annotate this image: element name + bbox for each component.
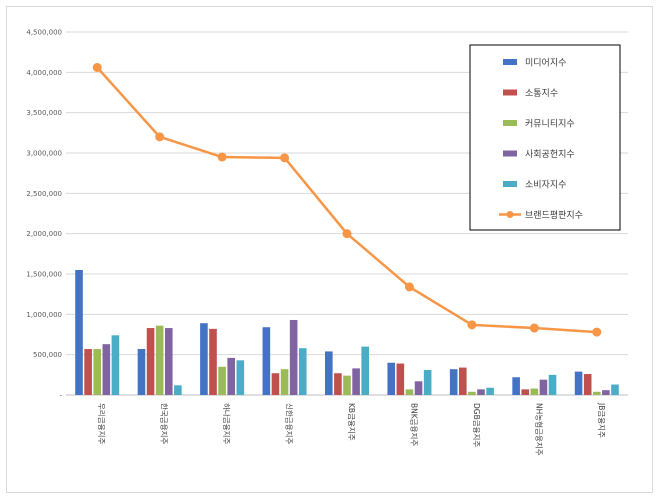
line-point [92, 62, 102, 72]
bars-layer [75, 269, 619, 395]
bar-2 [209, 328, 217, 395]
legend-swatch [503, 150, 517, 157]
bar-4 [602, 390, 610, 395]
bar-4 [539, 379, 548, 395]
x-category-label: BNK금융지주 [409, 403, 418, 446]
bar-4 [164, 328, 173, 395]
y-tick-label: - [59, 392, 62, 400]
y-axis: - 500,000 1,000,000 1,500,000 2,000,000 2,500… [26, 29, 62, 400]
bar-4 [227, 357, 236, 395]
x-category-label: DGB금융지주 [472, 403, 481, 447]
line-point [467, 320, 477, 330]
bar-2 [521, 389, 530, 395]
bar-4 [414, 381, 423, 395]
x-axis: 우리금융지주 한국금융지주 하나금융지주 신한금융지주 KB금융지주 BNK금융지주 DGB… [97, 402, 606, 456]
legend-swatch [503, 120, 517, 126]
x-category-label: JB금융지주 [597, 402, 606, 438]
line-point [404, 282, 414, 292]
line-point [155, 132, 165, 142]
bar-1 [449, 369, 458, 395]
bar-3 [592, 391, 601, 395]
bar-3 [93, 349, 102, 395]
bar-4 [477, 389, 485, 395]
bar-4 [102, 344, 111, 395]
line-point [280, 153, 290, 163]
bar-3 [343, 375, 351, 395]
y-tick-label: 3,000,000 [26, 150, 62, 158]
bar-5 [111, 335, 120, 395]
y-tick-label: 1,500,000 [26, 271, 62, 279]
bar-1 [137, 349, 146, 395]
bar-1 [512, 377, 520, 395]
legend-box [469, 44, 621, 231]
bar-3 [155, 325, 164, 395]
y-tick-label: 500,000 [33, 351, 62, 359]
bar-5 [486, 387, 494, 395]
bar-3 [530, 388, 539, 395]
bar-1 [75, 269, 83, 395]
bar-2 [84, 349, 92, 395]
y-tick-label: 3,500,000 [26, 109, 62, 117]
legend-label: 커뮤니티지수 [525, 119, 575, 130]
line-layer [92, 62, 602, 337]
x-category-label: 하나금융지주 [222, 403, 232, 444]
legend-swatch [503, 181, 517, 187]
line-point [529, 323, 539, 333]
line-point [217, 152, 227, 162]
bar-2 [146, 328, 155, 395]
y-tick-label: 2,500,000 [26, 190, 62, 198]
legend-swatch [503, 89, 517, 96]
bar-5 [548, 374, 557, 395]
bar-1 [325, 351, 333, 395]
legend-label: 미디어지수 [525, 58, 566, 69]
bar-5 [236, 360, 245, 395]
legend-swatch [503, 59, 517, 65]
x-category-label: NH농협금융지주 [534, 403, 544, 456]
x-category-label: 신한금융지주 [285, 403, 294, 444]
bar-4 [289, 319, 298, 395]
bar-2 [271, 373, 280, 395]
legend-label: 소통지수 [525, 88, 558, 99]
bar-1 [574, 371, 583, 395]
x-category-label: 우리금융지주 [97, 403, 106, 444]
bar-3 [280, 369, 289, 395]
y-tick-label: 2,000,000 [26, 230, 62, 238]
legend-label: 소비자지수 [525, 180, 566, 191]
bar-3 [405, 389, 414, 395]
bar-4 [352, 368, 360, 395]
legend-marker [506, 211, 514, 218]
bar-1 [262, 327, 271, 395]
y-tick-label: 1,000,000 [26, 311, 62, 319]
bar-1 [200, 323, 208, 395]
line-point [342, 229, 352, 239]
y-tick-label: 4,500,000 [26, 29, 62, 37]
legend-label: 브랜드평판지수 [525, 210, 583, 221]
line-point [592, 327, 602, 337]
bar-1 [387, 362, 396, 395]
bar-5 [361, 346, 369, 395]
x-category-label: 한국금융지주 [160, 403, 169, 444]
bar-2 [396, 363, 405, 395]
bar-5 [174, 385, 182, 395]
x-category-label: KB금융지주 [347, 403, 356, 441]
legend-label: 사회공헌지수 [525, 149, 575, 160]
bar-2 [583, 374, 592, 395]
bar-5 [611, 384, 619, 395]
bar-3 [468, 391, 476, 395]
y-tick-label: 4,000,000 [26, 69, 62, 77]
bar-5 [423, 369, 432, 395]
bar-5 [298, 348, 307, 395]
bar-2 [334, 373, 342, 395]
bar-2 [458, 367, 467, 395]
bar-3 [218, 366, 226, 395]
